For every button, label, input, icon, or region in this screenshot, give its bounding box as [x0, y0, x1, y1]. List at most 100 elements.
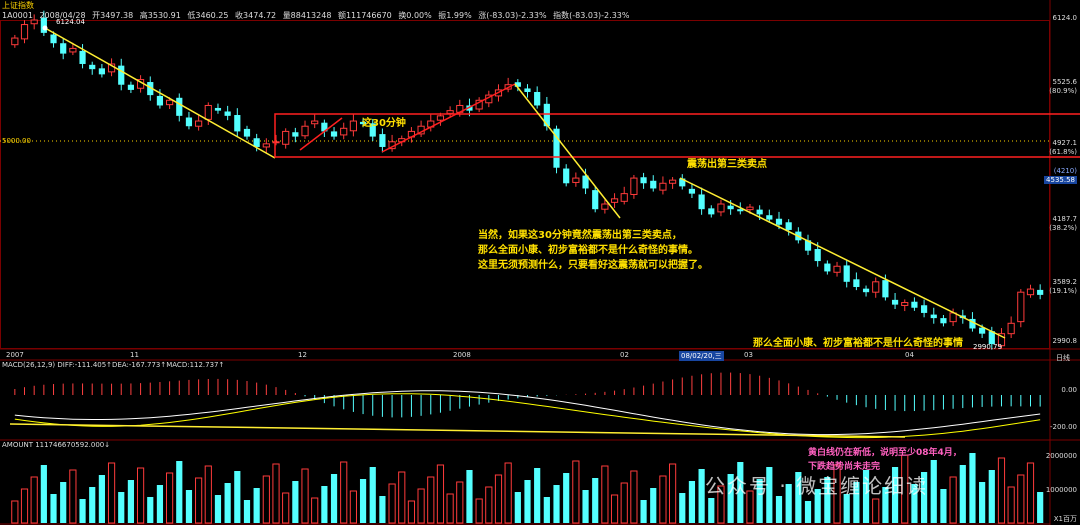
amount-bar-up: [997, 457, 1006, 524]
candle-down: [650, 180, 657, 189]
candle-down: [582, 175, 589, 189]
x-tick: 02: [620, 351, 629, 359]
macd-dea-line: [14, 393, 1041, 439]
candle-down: [50, 34, 57, 44]
amount-bar-up: [195, 477, 203, 524]
amount-bar-up: [1026, 462, 1035, 524]
amount-bar-down: [514, 492, 521, 523]
low-value: 低3460.25: [187, 11, 229, 20]
candle-down: [127, 84, 135, 90]
amount-bar-down: [147, 497, 154, 523]
amount-bar-down: [698, 469, 705, 523]
amount-bar-down: [920, 472, 928, 523]
amount-bar-down: [766, 467, 773, 523]
amount-bar-down: [214, 495, 222, 523]
amount-bar-up: [659, 475, 667, 524]
price-tick: 5525.6: [1052, 78, 1078, 86]
amount-unit: X1百万: [1053, 515, 1077, 523]
macd-header: MACD(26,12,9) DIFF:-111.405↑DEA:-167.773…: [2, 361, 225, 369]
amount-bar-down: [775, 496, 783, 523]
candle-down: [737, 209, 744, 212]
amount-bar-up: [456, 481, 464, 524]
amount-bar-down: [891, 467, 899, 523]
amount-bar-down: [321, 486, 328, 523]
candle-down: [79, 50, 86, 64]
candle-down: [118, 65, 125, 85]
amount-bar-up: [620, 482, 628, 524]
amount-bar-down: [563, 473, 570, 523]
candle-up: [997, 333, 1006, 347]
candle-down: [940, 318, 947, 324]
amount-bar-down: [679, 493, 686, 523]
candle-up: [872, 281, 880, 293]
macd-note-line2: 下跌趋势尚未走完: [808, 462, 881, 472]
candle-up: [630, 177, 638, 195]
amount-bar-down: [118, 492, 125, 523]
amount-bar-up: [417, 488, 425, 524]
amount-bar-down: [930, 460, 937, 523]
low-label: 2990.79: [973, 343, 1002, 351]
price-tick: (80.9%): [1049, 87, 1077, 95]
amount-bar-down: [50, 494, 57, 523]
candle-down: [156, 95, 164, 106]
candle-down: [553, 128, 560, 168]
amount-bar-up: [388, 483, 396, 524]
amount-bar-down: [253, 488, 260, 523]
amount-bar-down: [911, 484, 918, 523]
candle-down: [988, 331, 995, 345]
amount-bar-down: [756, 479, 763, 523]
candle-down: [592, 190, 599, 210]
amount-bar-up: [427, 476, 435, 524]
amount-bar-up: [504, 462, 512, 524]
amount-bar-down: [959, 465, 966, 523]
amount-bar-down: [592, 478, 599, 523]
amount-bar-up: [262, 475, 270, 524]
amount-bar-down: [862, 470, 870, 523]
candle-down: [40, 17, 47, 33]
amount-bar-up: [833, 464, 841, 524]
stock-code: 1A0001: [2, 11, 33, 20]
candle-up: [446, 110, 454, 114]
amount-bar-up: [301, 468, 309, 524]
amount-bar-down: [640, 500, 647, 523]
annotation-para1: 当然，如果这30分钟竟然震荡出第三类卖点，: [478, 230, 682, 241]
candle-up: [311, 120, 319, 125]
bar-date: 2008/04/28: [39, 11, 86, 20]
amount-bar-down: [988, 470, 995, 523]
candle-down: [688, 188, 696, 194]
candle-up: [601, 203, 609, 210]
candle-down: [853, 279, 860, 287]
amount-bar-down: [369, 467, 376, 523]
amount-bar-down: [379, 496, 386, 523]
price-tick: 4187.7: [1052, 215, 1078, 223]
candle-up: [20, 24, 29, 40]
amount-bar-down: [853, 482, 860, 523]
candle-down: [214, 107, 222, 111]
amount-bar-up: [901, 454, 909, 524]
amount-bar-down: [882, 487, 889, 523]
candle-down: [224, 111, 231, 116]
amount-bar-down: [224, 483, 231, 523]
candle-up: [659, 182, 667, 191]
candle-down: [804, 240, 812, 251]
candle-down: [727, 205, 734, 210]
amount-bar-down: [60, 482, 67, 523]
price-tick: 4927.1: [1052, 139, 1078, 147]
candle-up: [572, 177, 580, 183]
candle-up: [717, 203, 725, 213]
candle-down: [891, 299, 899, 305]
amount-bar-up: [136, 467, 145, 524]
candle-down: [147, 82, 154, 96]
amount-bar-up: [282, 492, 290, 524]
amount-bar-down: [79, 499, 86, 523]
amount-bar-down: [804, 501, 812, 523]
amount-bar-down: [843, 494, 850, 523]
amount-bar-up: [166, 472, 174, 524]
amount-header: AMOUNT 111746670592.000↓: [2, 441, 111, 449]
ohlc-infobar: 1A0001 2008/04/28 开3497.38 高3530.91 低346…: [2, 10, 633, 21]
candle-down: [930, 314, 937, 319]
candle-down: [969, 318, 976, 329]
amount-bar-up: [610, 494, 619, 524]
amount-bar-down: [650, 488, 657, 523]
